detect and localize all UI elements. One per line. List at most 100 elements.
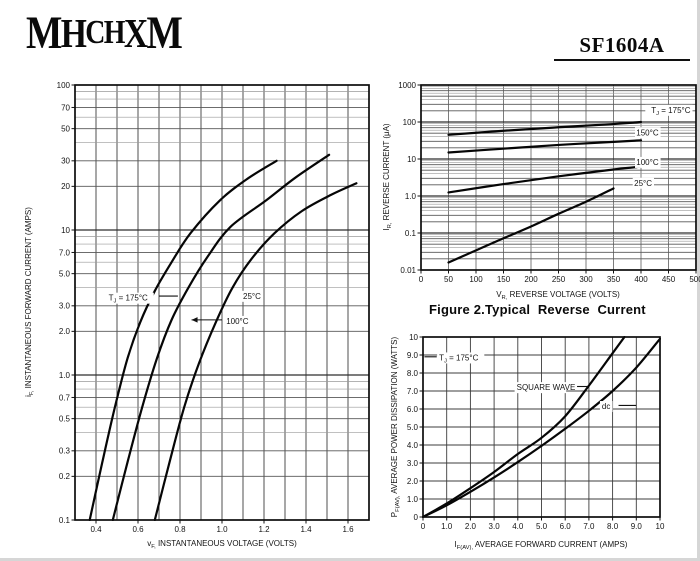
tick-label: 30 [61,157,70,166]
tick-label: 6.0 [560,522,572,531]
tick-label: 200 [524,275,538,284]
tick-label: 0.6 [132,525,144,534]
tick-label: 3.0 [59,302,71,311]
tick-label: 9.0 [407,351,419,360]
forward-voltage-y-axis-title: iF, INSTANTANEOUS FORWARD CURRENT (AMPS) [24,207,35,397]
tick-label: 4.0 [407,441,419,450]
tick-label: 0.01 [400,266,416,275]
curve-label: 100°C [226,317,249,326]
tick-label: 350 [607,275,621,284]
tick-label: 1.6 [342,525,354,534]
tick-label: 1.0 [216,525,228,534]
power-dissipation-curve-1 [422,337,661,518]
tick-label: 10 [61,226,70,235]
tick-label: 8.0 [607,522,619,531]
tick-label: 2.0 [59,327,71,336]
curve-label: 25°C [243,292,261,301]
tick-label: 20 [61,182,70,191]
tick-label: 0.3 [59,447,71,456]
power-dissipation-series-group [422,336,661,518]
reverse-current-curve-1 [447,139,643,154]
tick-label: 1.4 [300,525,312,534]
curve-label: SQUARE WAVE [517,383,576,392]
tick-label: 3.0 [489,522,501,531]
tick-label: 5.0 [59,269,71,278]
tick-label: 6.0 [407,405,419,414]
arrowhead-icon [191,317,198,323]
reverse-current-y-axis-title: IR, REVERSE CURRENT (μA) [382,123,393,231]
reverse-current-x-axis-title: VR, REVERSE VOLTAGE (VOLTS) [496,290,620,301]
tick-label: 100 [403,118,417,127]
tick-label: 400 [634,275,648,284]
power-dissipation-chart: 0 1.0 2.0 3.0 4.0 5.0 6.0 7.0 8.0 9.0 10 10 9.0 8.0 7.… [390,333,665,551]
tick-label: 0.7 [59,393,71,402]
forward-voltage-series-group [88,153,358,521]
forward-voltage-chart: 0.4 0.6 0.8 1.0 1.2 1.4 1.6 100 70 50 30 20 10 7.0 5.0… [24,81,370,550]
reverse-current-curve-3 [447,187,615,264]
tick-label: 1.2 [258,525,270,534]
tick-label: 50 [61,124,70,133]
tick-label: 1.0 [59,371,71,380]
tick-label: 0.5 [59,414,71,423]
tick-label: 1.0 [441,522,453,531]
tick-label: 5.0 [536,522,548,531]
power-dissipation-curve-0 [422,336,626,518]
logo-letter: M [26,6,63,59]
power-dissipation-y-axis-title: PF(AV), AVERAGE POWER DISSIPATION (WATTS… [390,336,401,517]
tick-label: 0 [421,522,426,531]
tick-label: 0.1 [59,516,71,525]
logo-letter: H [103,13,126,51]
curve-label: 150°C [636,128,659,137]
tick-label: 0.4 [90,525,102,534]
tick-label: 0.8 [174,525,186,534]
tick-label: 2.0 [407,477,419,486]
tick-label: 3.0 [407,459,419,468]
tick-label: 10 [407,155,416,164]
tick-label: 100 [57,81,71,90]
curve-label: dc [602,402,610,411]
tick-label: 500 [689,275,700,284]
tick-label: 4.0 [512,522,524,531]
reverse-current-curve-0 [447,120,643,136]
tick-label: 10 [409,333,418,342]
tick-label: 150 [497,275,511,284]
curve-label: TJ = 175°C [439,354,478,365]
tick-label: 7.0 [583,522,595,531]
tick-label: 10 [656,522,665,531]
tick-label: 1.0 [407,495,419,504]
curve-label: TJ = 175°C [109,294,148,305]
tick-label: 50 [444,275,453,284]
forward-voltage-curve-0 [88,159,278,521]
tick-label: 8.0 [407,369,419,378]
logo-letter: C [85,13,106,51]
curve-label: 100°C [636,158,659,167]
logo-letter: X [123,9,149,56]
tick-label: 450 [662,275,676,284]
power-dissipation-x-axis-title: IF(AV), AVERAGE FORWARD CURRENT (AMPS) [455,540,628,551]
tick-label: 250 [552,275,566,284]
tick-label: 300 [579,275,593,284]
forward-voltage-curve-2 [153,182,358,521]
tick-label: 0.1 [405,229,417,238]
part-number: SF1604A [554,33,690,61]
figure2-caption: Figure 2.Typical Reverse Current [429,302,646,317]
forward-voltage-curve-1 [111,153,331,521]
tick-label: 9.0 [631,522,643,531]
tick-label: 5.0 [407,423,419,432]
reverse-current-series-group [447,120,643,264]
reverse-current-curve-2 [447,165,643,194]
tick-label: 0 [419,275,424,284]
tick-label: 7.0 [59,248,71,257]
tick-label: 2.0 [465,522,477,531]
tick-label: 100 [469,275,483,284]
curve-label: TJ = 175°C [651,106,690,117]
logo-letter: H [60,9,87,56]
tick-label: 0 [414,513,419,522]
tick-label: 0.2 [59,472,71,481]
logo-letter: M [146,6,183,59]
tick-label: 7.0 [407,387,419,396]
tick-label: 1000 [398,81,416,90]
